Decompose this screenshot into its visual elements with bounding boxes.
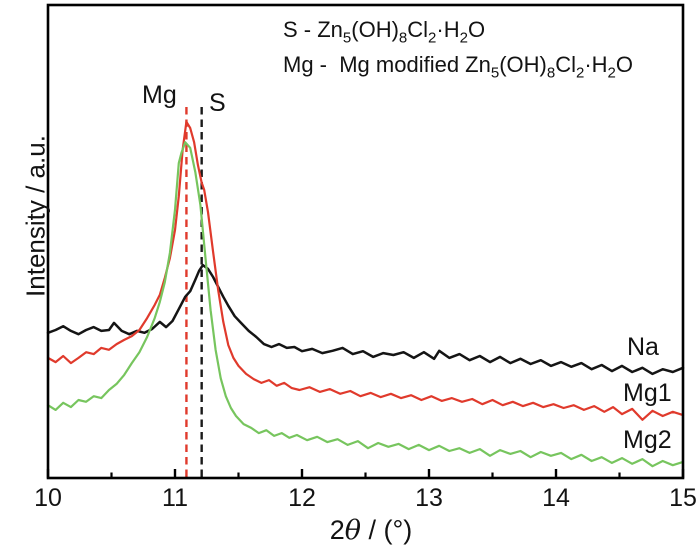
series-curve-mg2 bbox=[46, 141, 685, 468]
x-axis-title-theta: θ bbox=[344, 515, 361, 546]
curve-label-mg1: Mg1 bbox=[623, 379, 672, 407]
x-axis-title: 2θ / (°) bbox=[271, 515, 471, 546]
y-axis-title: Intensity / a.u. bbox=[20, 135, 51, 297]
x-tick-label-15: 15 bbox=[669, 484, 697, 512]
legend-line-2: Mg - Mg modified Zn5(OH)8Cl2·H2O bbox=[283, 52, 633, 82]
x-tick-label-11: 11 bbox=[162, 484, 188, 512]
ref-line-label-s: S bbox=[209, 89, 226, 117]
x-tick-label-14: 14 bbox=[542, 484, 570, 512]
x-axis-title-prefix: 2 bbox=[329, 515, 345, 545]
curve-label-na: Na bbox=[627, 333, 659, 361]
series-curve-mg1 bbox=[46, 120, 685, 421]
x-tick-label-12: 12 bbox=[288, 484, 316, 512]
curve-label-mg2: Mg2 bbox=[623, 426, 672, 454]
ref-line-label-mg: Mg bbox=[142, 81, 177, 109]
x-axis-title-suffix: / (°) bbox=[361, 515, 413, 545]
x-tick-label-10: 10 bbox=[34, 484, 62, 512]
series-curve-na bbox=[46, 263, 685, 376]
legend: S - Zn5(OH)8Cl2·H2O Mg - Mg modified Zn5(… bbox=[283, 12, 633, 82]
legend-line-1: S - Zn5(OH)8Cl2·H2O bbox=[283, 17, 486, 47]
x-tick-label-13: 13 bbox=[415, 484, 443, 512]
